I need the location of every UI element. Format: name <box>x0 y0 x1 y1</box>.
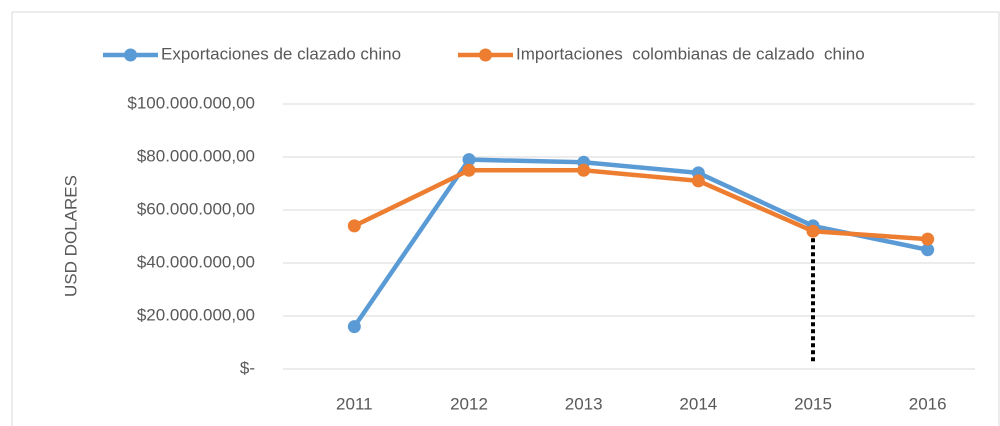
marker <box>462 163 476 177</box>
y-tick-label: $- <box>240 358 255 377</box>
legend-marker <box>479 48 492 62</box>
series-line <box>353 168 928 242</box>
marker <box>691 174 705 188</box>
x-tick-label: 2015 <box>794 394 832 413</box>
chart-border <box>11 11 1000 426</box>
x-tick-label: 2013 <box>565 394 603 413</box>
y-tick-label: $100.000.000,00 <box>127 93 255 112</box>
x-tick-label: 2014 <box>679 394 717 413</box>
y-axis-label: USD DOLARES <box>61 175 80 297</box>
marker <box>806 224 820 238</box>
marker <box>347 320 361 334</box>
legend-marker <box>124 48 137 62</box>
x-tick-label: 2011 <box>336 394 373 413</box>
y-tick-label: $60.000.000,00 <box>137 199 255 218</box>
x-tick-label: 2016 <box>909 394 947 413</box>
marker <box>921 243 935 257</box>
legend-label: Exportaciones de clazado chino <box>161 44 401 63</box>
y-tick-label: $40.000.000,00 <box>137 252 255 271</box>
legend-label: Importaciones colombianas de calzado chi… <box>516 44 865 63</box>
y-tick-label: $80.000.000,00 <box>137 146 255 165</box>
y-tick-label: $20.000.000,00 <box>137 305 255 324</box>
series-line <box>352 157 929 328</box>
marker <box>462 153 476 167</box>
x-tick-label: 2012 <box>450 394 488 413</box>
marker <box>921 232 935 246</box>
marker <box>347 219 361 233</box>
marker <box>577 163 591 177</box>
